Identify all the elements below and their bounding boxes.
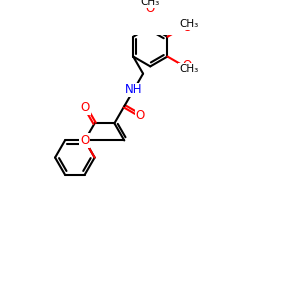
Text: O: O <box>146 2 155 15</box>
Text: O: O <box>81 101 90 114</box>
Text: O: O <box>182 21 191 34</box>
Text: NH: NH <box>125 83 142 96</box>
Text: O: O <box>136 109 145 122</box>
Text: CH₃: CH₃ <box>141 0 160 8</box>
Text: CH₃: CH₃ <box>179 20 198 29</box>
Text: CH₃: CH₃ <box>179 64 198 74</box>
Text: O: O <box>182 59 191 72</box>
Text: O: O <box>80 134 89 147</box>
